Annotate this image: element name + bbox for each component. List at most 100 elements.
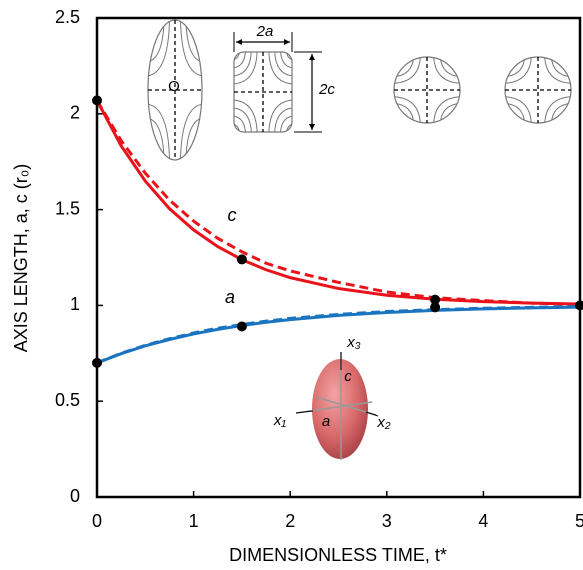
ellipsoid-axis [295, 410, 314, 414]
contour-line [433, 96, 460, 123]
contour-line [563, 57, 571, 65]
curve-label: a [225, 287, 235, 307]
data-point [430, 294, 441, 305]
ellipsoid [312, 359, 368, 459]
contour-line [196, 20, 202, 35]
data-point [236, 321, 247, 332]
contour-line [550, 57, 571, 78]
contour-line [234, 52, 241, 61]
contour-line [550, 102, 571, 123]
contour-line [505, 109, 519, 123]
inset-label: c [344, 368, 352, 385]
inset-label: x₂ [376, 414, 391, 431]
contour-line [505, 96, 532, 123]
line-series [95, 99, 581, 306]
contour-line [452, 115, 460, 123]
contour-line [279, 52, 292, 69]
contour-line [557, 57, 571, 71]
y-tick-label: 1 [70, 294, 80, 314]
y-axis-label: AXIS LENGTH, a, c (r₀) [11, 164, 31, 353]
contour-line [190, 131, 202, 160]
y-tick-label: 0 [70, 486, 80, 506]
contour-line [394, 57, 415, 78]
contour-line [148, 145, 154, 160]
ellipsoid-axis [365, 411, 379, 417]
contour-line [446, 57, 460, 71]
x-tick-label: 3 [382, 511, 392, 531]
contour-line [439, 57, 460, 78]
contour-line [505, 57, 532, 84]
contour-line [268, 52, 292, 85]
inset-label: 2c [318, 81, 335, 98]
contour-line [148, 20, 171, 77]
contour-line [452, 57, 460, 65]
contour-line [439, 102, 460, 123]
y-tick-label: 2.5 [55, 7, 80, 27]
contour-line [505, 115, 513, 123]
plot-frame [95, 16, 582, 499]
inset-label: x₁ [273, 412, 287, 429]
x-tick-label: 4 [478, 511, 488, 531]
contour-line [148, 117, 165, 160]
contour-line [234, 52, 258, 85]
contour-line [394, 102, 415, 123]
insets [147, 19, 572, 460]
contours [234, 52, 292, 132]
contour-line [394, 96, 421, 123]
contour-line [279, 115, 292, 132]
contour-line [433, 57, 460, 84]
contour-line [234, 99, 258, 132]
inset-label: O [168, 78, 180, 95]
contour-line [148, 20, 165, 63]
y-tick-label: 1.5 [55, 198, 80, 218]
contour-line [148, 103, 171, 160]
data-point [92, 95, 102, 106]
contour-line [268, 99, 292, 132]
data-point [430, 302, 441, 313]
contour-line [179, 103, 202, 160]
contour-line [185, 117, 202, 160]
data-point [92, 357, 102, 368]
line-series [95, 99, 581, 306]
curve-label: c [228, 205, 237, 225]
y-tick-label: 0.5 [55, 390, 80, 410]
x-tick-label: 5 [575, 511, 583, 531]
contour-line [185, 20, 202, 63]
contour-line [234, 123, 241, 132]
contour-line [505, 57, 526, 78]
contour-line [394, 57, 421, 84]
contour-line [179, 20, 202, 77]
y-tick-label: 2 [70, 103, 80, 123]
contour-line [196, 145, 202, 160]
data-point [575, 300, 583, 311]
inset-label: x₃ [346, 334, 361, 351]
x-axis-label: DIMENSIONLESS TIME, t* [229, 545, 447, 565]
contour-line [394, 57, 402, 65]
contour-line [544, 96, 571, 123]
contour-line [285, 52, 292, 61]
contour-line [563, 115, 571, 123]
contour-line [394, 57, 408, 71]
contour-line [505, 102, 526, 123]
contour-line [148, 131, 160, 160]
contour-line [394, 109, 408, 123]
contour-line [544, 57, 571, 84]
inset-label: a [322, 413, 330, 430]
arrow [236, 39, 290, 45]
contour-line [234, 52, 247, 69]
contour-line [557, 109, 571, 123]
contour-line [446, 109, 460, 123]
data-point [236, 254, 247, 265]
contour-line [394, 115, 402, 123]
contour-line [505, 57, 513, 65]
line-series [96, 305, 581, 365]
contour-line [285, 123, 292, 132]
x-tick-label: 0 [92, 511, 102, 531]
contour-line [505, 57, 519, 71]
contour-line [148, 20, 154, 35]
x-tick-label: 1 [189, 511, 199, 531]
inset-label: 2a [256, 23, 274, 40]
line-series [96, 305, 581, 365]
x-tick-label: 2 [285, 511, 295, 531]
